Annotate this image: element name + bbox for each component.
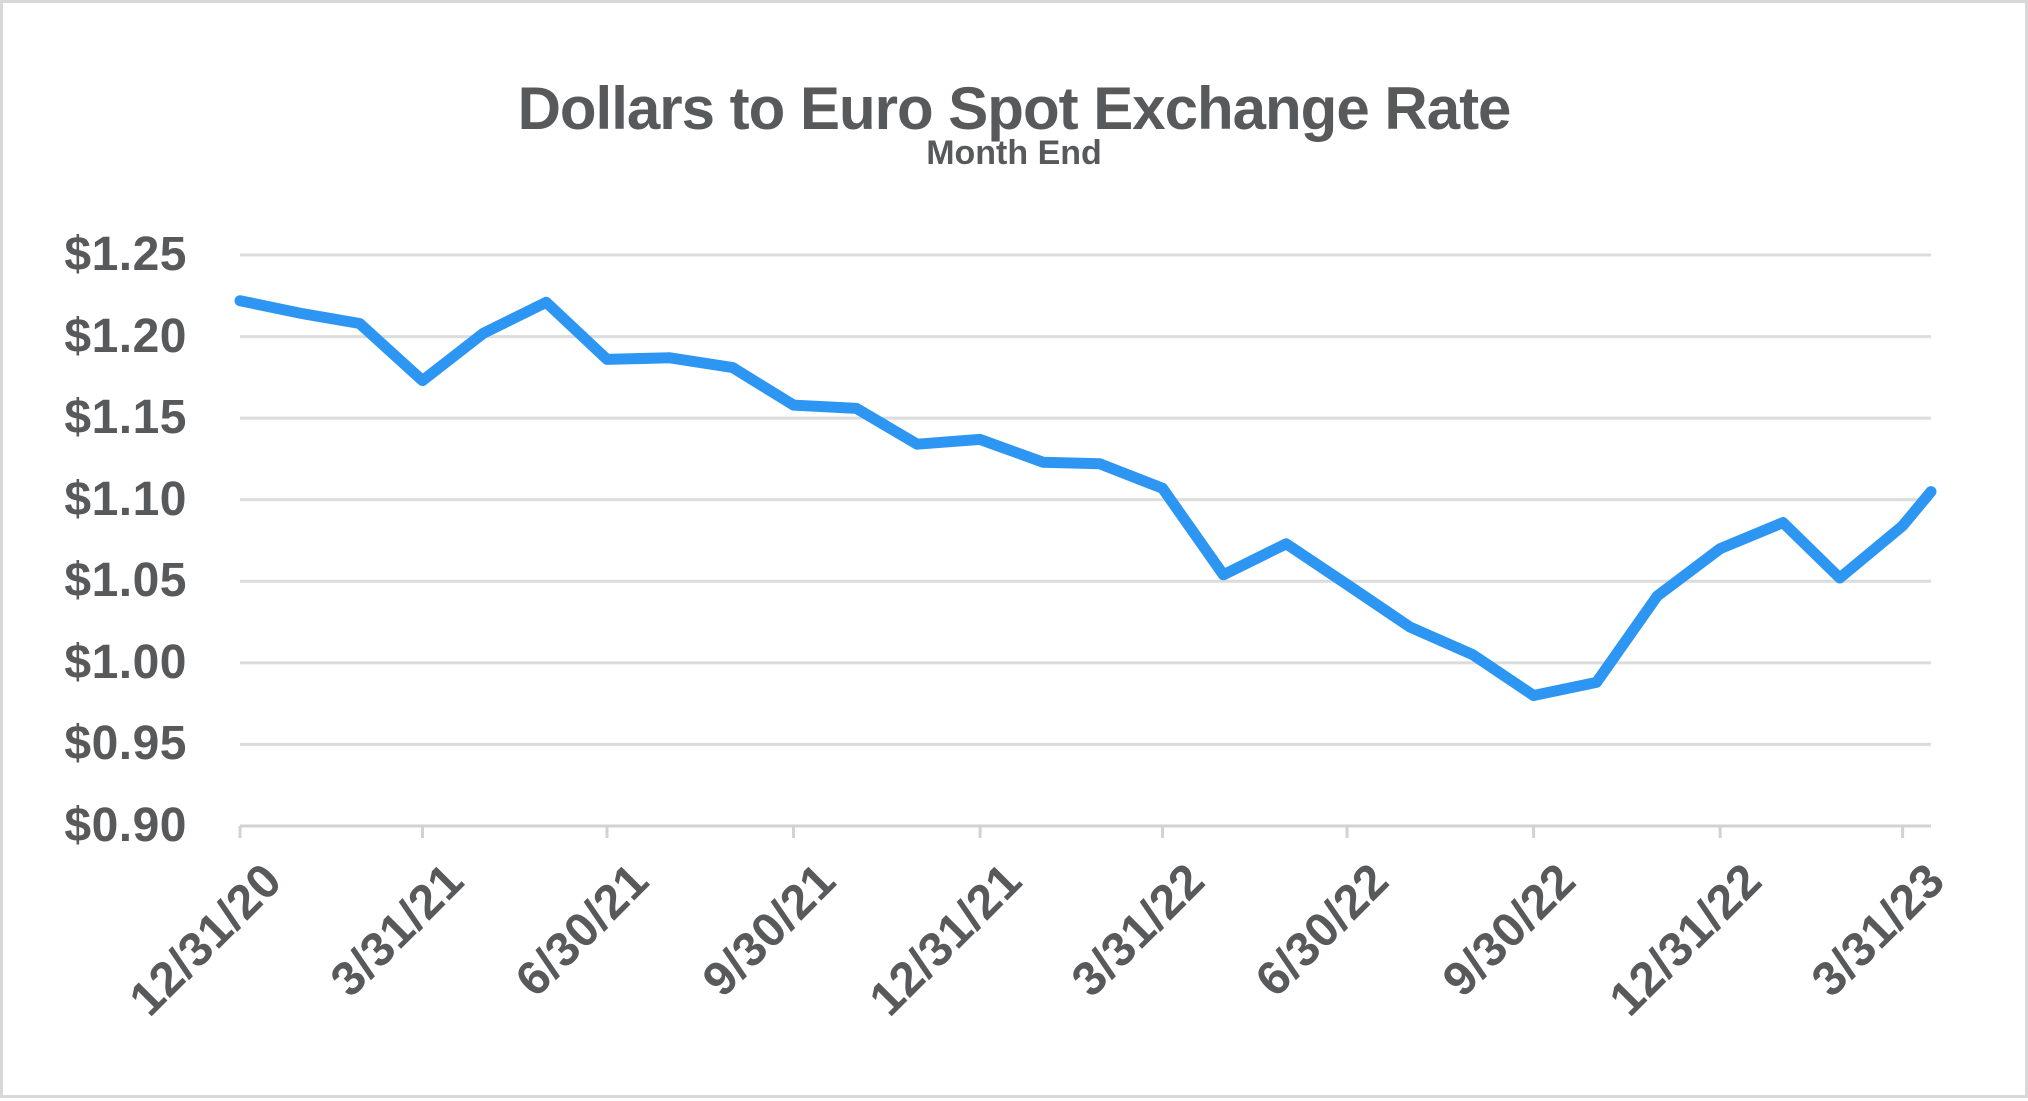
y-axis-label: $1.25 (64, 228, 187, 281)
page-title: Dollars to Euro Spot Exchange Rate (517, 75, 1512, 143)
line-chart-plot (234, 253, 1937, 838)
y-axis-label: $1.15 (64, 391, 187, 445)
y-axis-label: $1.20 (64, 309, 187, 363)
y-axis-label: $0.95 (64, 717, 187, 771)
y-axis-label: $1.10 (64, 472, 187, 526)
chart-subtitle: Month End (926, 134, 1102, 173)
exchange-rate-line (234, 295, 1937, 701)
y-axis-label: $1.05 (64, 554, 187, 608)
y-axis-label: $0.90 (64, 799, 187, 852)
y-axis-label: $1.00 (64, 635, 187, 689)
